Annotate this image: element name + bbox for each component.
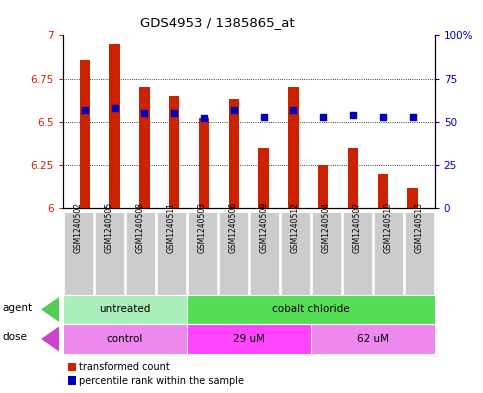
Text: GSM1240510: GSM1240510	[384, 202, 393, 253]
Bar	[318, 165, 328, 208]
Point	[111, 105, 118, 111]
Text: GSM1240511: GSM1240511	[167, 203, 176, 253]
Text: cobalt chloride: cobalt chloride	[272, 305, 350, 314]
Point	[81, 107, 89, 113]
Bar	[139, 87, 150, 208]
Point	[170, 110, 178, 116]
Text: dose: dose	[2, 332, 28, 342]
Text: control: control	[107, 334, 143, 344]
Text: percentile rank within the sample: percentile rank within the sample	[79, 376, 244, 386]
Text: 29 uM: 29 uM	[233, 334, 265, 344]
Bar	[169, 96, 180, 208]
Text: GDS4953 / 1385865_at: GDS4953 / 1385865_at	[140, 16, 295, 29]
Text: GSM1240507: GSM1240507	[353, 202, 362, 253]
Point	[349, 112, 357, 118]
Bar	[407, 187, 418, 208]
Point	[200, 115, 208, 121]
Text: GSM1240512: GSM1240512	[291, 203, 300, 253]
Point	[230, 107, 238, 113]
Polygon shape	[41, 326, 59, 352]
Bar	[258, 148, 269, 208]
Point	[290, 107, 298, 113]
Point	[319, 114, 327, 120]
Text: GSM1240503: GSM1240503	[198, 202, 207, 253]
Point	[409, 114, 416, 120]
Text: GSM1240504: GSM1240504	[322, 202, 331, 253]
Bar	[199, 118, 209, 208]
Bar	[110, 44, 120, 208]
Text: untreated: untreated	[99, 305, 151, 314]
Text: 62 uM: 62 uM	[357, 334, 389, 344]
Bar	[378, 174, 388, 208]
Bar	[228, 99, 239, 208]
Text: GSM1240506: GSM1240506	[229, 202, 238, 253]
Bar	[348, 148, 358, 208]
Text: GSM1240505: GSM1240505	[105, 202, 114, 253]
Text: GSM1240509: GSM1240509	[260, 202, 269, 253]
Point	[379, 114, 387, 120]
Text: GSM1240502: GSM1240502	[74, 202, 83, 253]
Text: transformed count: transformed count	[79, 362, 170, 372]
Point	[260, 114, 268, 120]
Text: GSM1240508: GSM1240508	[136, 202, 145, 253]
Point	[141, 110, 148, 116]
Polygon shape	[41, 297, 59, 322]
Text: GSM1240513: GSM1240513	[415, 202, 424, 253]
Text: agent: agent	[2, 303, 32, 312]
Bar	[288, 87, 298, 208]
Bar	[80, 60, 90, 208]
